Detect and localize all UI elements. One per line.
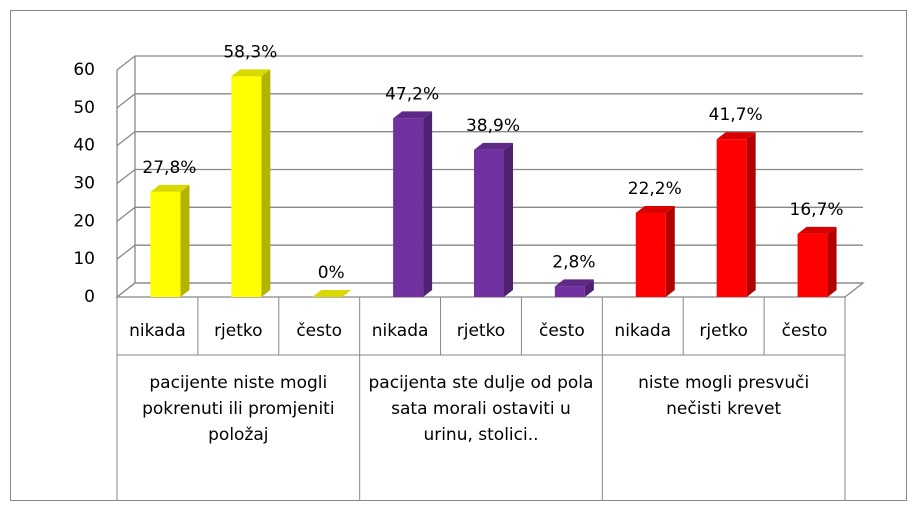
- bar: [797, 233, 828, 297]
- bar-top: [716, 132, 756, 140]
- y-tick-label: 40: [73, 136, 95, 156]
- y-tick-label: 30: [73, 174, 95, 194]
- bar: [393, 118, 424, 297]
- value-label: 22,2%: [628, 179, 682, 199]
- bar: [231, 76, 262, 297]
- value-label: 0%: [318, 263, 345, 283]
- bar-side: [665, 206, 675, 297]
- bar-top: [797, 226, 837, 234]
- category-label: često: [781, 321, 828, 341]
- y-tick-label: 20: [73, 211, 95, 231]
- bar: [716, 139, 747, 297]
- bar: [474, 149, 504, 297]
- y-tick-label: 50: [73, 98, 95, 118]
- bar: [635, 213, 666, 297]
- bar-top: [393, 111, 433, 119]
- bar-side: [180, 184, 190, 297]
- value-label: 27,8%: [142, 158, 196, 178]
- bar-side: [584, 279, 594, 297]
- group-label: pacijenta ste dulje od pola sata morali …: [368, 373, 594, 445]
- category-label: rjetko: [699, 321, 748, 341]
- bar-side: [504, 142, 513, 297]
- group-label: pacijente niste mogli pokrenuti ili prom…: [142, 373, 335, 445]
- value-label: 16,7%: [790, 200, 844, 220]
- value-label: 58,3%: [223, 42, 277, 62]
- bar-side: [746, 132, 756, 297]
- y-tick-label: 0: [84, 287, 95, 307]
- y-tick-label: 60: [73, 60, 95, 80]
- group-label: niste mogli presvuči nečisti krevet: [638, 373, 810, 419]
- value-label: 41,7%: [709, 105, 763, 125]
- bar-side: [827, 226, 837, 297]
- category-label: nikada: [614, 321, 672, 341]
- value-label: 47,2%: [385, 84, 439, 104]
- value-label: 2,8%: [552, 252, 595, 272]
- bar-top: [231, 69, 271, 77]
- bar: [554, 286, 585, 297]
- bar-top: [312, 290, 352, 297]
- bar: [150, 191, 181, 297]
- bar-top: [635, 206, 675, 214]
- bar-top: [474, 142, 513, 150]
- value-label: 38,9%: [466, 116, 520, 136]
- bar-top: [150, 184, 190, 192]
- bar-top: [554, 279, 594, 287]
- category-label: često: [539, 321, 585, 341]
- bar-side: [261, 69, 271, 297]
- category-label: nikada: [371, 321, 429, 341]
- category-label: često: [296, 321, 343, 341]
- bar-side: [423, 111, 433, 297]
- category-label: rjetko: [214, 321, 263, 341]
- y-tick-label: 10: [73, 249, 95, 269]
- category-label: rjetko: [456, 321, 506, 341]
- category-label: nikada: [129, 321, 186, 341]
